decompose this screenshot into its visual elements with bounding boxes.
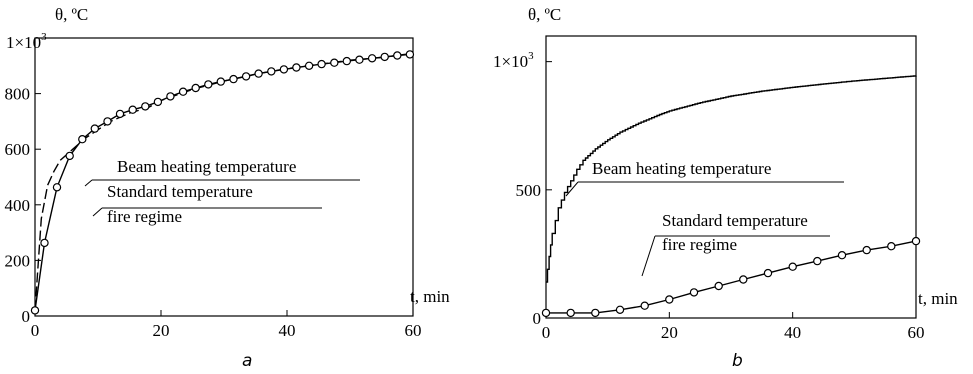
series-point (90, 124, 100, 133)
series-point (862, 245, 871, 255)
series-point (317, 59, 326, 69)
series-point (279, 65, 289, 74)
series-point (128, 105, 137, 114)
series-point (763, 268, 773, 278)
x-ticks-b: 0 20 40 60 (542, 312, 925, 342)
x-tick-label: 0 (31, 321, 40, 340)
x-tick-label: 60 (405, 321, 422, 340)
series-point (342, 56, 351, 66)
y-tick-label: 200 (5, 251, 31, 270)
series-point (714, 281, 723, 291)
series-point (103, 117, 112, 126)
series-point (355, 55, 364, 64)
y-axis-label-a: θ, ºC (55, 5, 88, 24)
series-point (393, 51, 402, 60)
annotations-a: Beam heating temperature Standard temper… (84, 157, 360, 226)
series-line-0 (546, 75, 917, 283)
series-point (267, 67, 276, 76)
leader-beam-diag-a (84, 179, 93, 187)
annotation-standard-b: Standard temperature (662, 211, 808, 230)
annotation-beam-a: Beam heating temperature (117, 157, 296, 176)
x-tick-label: 60 (908, 323, 925, 342)
series-point (367, 54, 377, 63)
series-point (405, 50, 415, 59)
series-point (115, 109, 125, 119)
series-point (254, 69, 263, 78)
series-point (640, 301, 649, 310)
x-tick-label: 20 (661, 323, 678, 342)
y-tick-label: 0 (533, 309, 542, 328)
leader-standard-diag-b (641, 235, 656, 277)
annotation-beam-b: Beam heating temperature (592, 159, 771, 178)
series-point (178, 87, 188, 96)
series-point (304, 61, 314, 71)
y-axis-label-b: θ, ºC (528, 5, 561, 24)
series-point (591, 308, 600, 318)
series-point (837, 250, 847, 260)
y-top-label-b: 1×103 (493, 50, 534, 71)
y-tick-label: 500 (516, 181, 542, 200)
y-tick-label: 600 (5, 140, 31, 159)
series-point (65, 151, 74, 161)
x-tick-label: 40 (279, 321, 296, 340)
series-point (216, 77, 225, 86)
series-point (689, 288, 699, 297)
y-tick-label: 400 (5, 196, 31, 215)
series-point (141, 102, 150, 111)
x-axis-label-b: t, min (918, 289, 958, 308)
y-tick-label: 0 (22, 307, 31, 326)
x-tick-label: 40 (784, 323, 801, 342)
series-point (541, 308, 551, 318)
series-point (153, 97, 163, 107)
series-point (330, 58, 339, 67)
x-tick-label: 0 (542, 323, 551, 342)
x-axis-label-a: t, min (410, 287, 450, 306)
series-point (52, 183, 62, 192)
series-point (191, 83, 200, 93)
y-top-exponent-a: 3 (41, 31, 47, 43)
annotation-fire-a: fire regime (107, 207, 182, 226)
panel-label-b: b (732, 351, 743, 371)
series-point (566, 308, 575, 318)
annotation-standard-a: Standard temperature (107, 182, 253, 201)
series-group-b (541, 75, 921, 318)
series-point (911, 236, 921, 246)
series-point (788, 262, 797, 271)
series-point (665, 295, 674, 304)
x-ticks-a: 0 20 40 60 (31, 310, 422, 340)
chart-panel-b: θ, ºC 1×103 t, min b 0 500 0 20 40 60 Beam h… (493, 5, 958, 371)
series-point (380, 52, 389, 62)
y-top-label-a: 1×103 (6, 31, 47, 52)
y-top-exponent-b: 3 (528, 50, 534, 62)
chart-panel-a: θ, ºC 1×103 t, min a 0 200 400 600 800 0 20 40… (5, 5, 451, 371)
y-ticks-b: 0 500 (516, 61, 552, 328)
annotation-fire-b: fire regime (662, 235, 737, 254)
leader-standard-diag-a (92, 207, 103, 217)
series-point (241, 72, 251, 81)
y-tick-label: 800 (5, 85, 31, 104)
annotations-b: Beam heating temperature Standard temper… (565, 159, 844, 277)
series-point (292, 63, 301, 72)
leader-beam-diag-b (565, 181, 579, 197)
series-point (204, 80, 213, 89)
series-point (40, 238, 49, 248)
y-ticks-a: 0 200 400 600 800 (5, 37, 41, 326)
series-point (78, 134, 87, 144)
x-tick-label: 20 (153, 321, 170, 340)
series-point (887, 241, 896, 251)
plot-frame-b (545, 35, 917, 319)
plot-frame-a (34, 37, 414, 317)
series-point (615, 305, 625, 314)
series-point (739, 275, 748, 284)
series-point (166, 92, 175, 101)
series-line-1 (546, 240, 917, 314)
series-point (30, 306, 40, 315)
series-point (813, 256, 822, 266)
panel-label-a: a (242, 351, 252, 371)
series-point (229, 74, 238, 84)
series-group-a (30, 50, 415, 315)
